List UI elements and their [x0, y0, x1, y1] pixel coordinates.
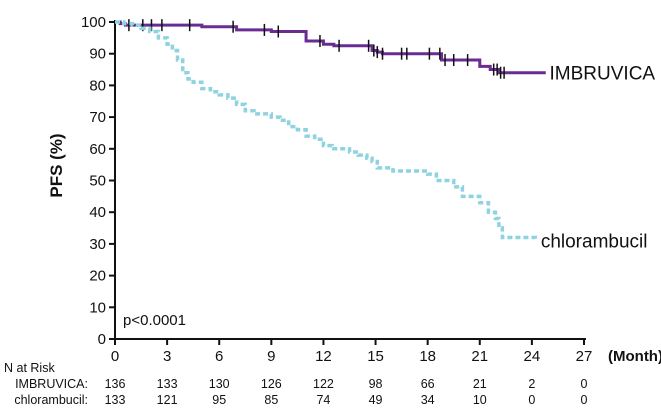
chart-labels: PFS (%) (Month) p<0.0001 IMBRUVICA chlor… — [47, 64, 661, 365]
series-label-chlorambucil: chlorambucil — [541, 232, 648, 253]
risk-value: 85 — [264, 393, 278, 407]
x-tick-label: 18 — [419, 348, 436, 365]
y-tick-label: 50 — [89, 173, 106, 190]
y-tick-label: 90 — [89, 46, 106, 63]
x-tick-label: 6 — [215, 348, 223, 365]
y-axis-label: PFS (%) — [47, 133, 66, 197]
y-tick-label: 30 — [89, 236, 106, 253]
risk-value: 130 — [209, 377, 230, 391]
p-value-annotation: p<0.0001 — [123, 312, 186, 329]
y-tick-label: 40 — [89, 204, 106, 221]
risk-value: 34 — [421, 393, 435, 407]
risk-value: 0 — [581, 377, 588, 391]
risk-value: 66 — [421, 377, 435, 391]
risk-table: N at Risk IMBRUVICA: 136 133 130 126 122 98 66 2… — [4, 361, 588, 407]
risk-value: 126 — [261, 377, 282, 391]
risk-value: 136 — [105, 377, 126, 391]
y-tick-label: 80 — [89, 77, 106, 94]
survival-curves — [115, 19, 546, 241]
y-tick-label: 100 — [81, 14, 106, 31]
y-tick-label: 0 — [98, 331, 106, 348]
risk-value: 21 — [473, 377, 487, 391]
axes: 0 10 20 30 40 50 60 70 80 90 100 0 3 6 9 12 15 18 21 24 27 — [81, 14, 592, 365]
x-tick-label: 15 — [367, 348, 384, 365]
x-tick-label: 3 — [163, 348, 171, 365]
y-tick-label: 70 — [89, 109, 106, 126]
risk-value: 10 — [473, 393, 487, 407]
risk-value: 0 — [528, 393, 535, 407]
series-label-imbruvica: IMBRUVICA — [550, 64, 656, 85]
risk-value: 133 — [157, 377, 178, 391]
risk-value: 95 — [212, 393, 226, 407]
risk-value: 133 — [105, 393, 126, 407]
x-tick-label: 12 — [315, 348, 332, 365]
risk-row-label: IMBRUVICA: — [15, 377, 88, 391]
risk-value: 49 — [369, 393, 383, 407]
risk-value: 98 — [369, 377, 383, 391]
series-line-imbruvica — [115, 20, 546, 75]
risk-value: 122 — [313, 377, 334, 391]
risk-value: 2 — [528, 377, 535, 391]
risk-value: 121 — [157, 393, 178, 407]
x-tick-label: 0 — [111, 348, 119, 365]
risk-value: 0 — [581, 393, 588, 407]
risk-value: 74 — [316, 393, 330, 407]
x-tick-label: 21 — [471, 348, 488, 365]
series-line-chlorambucil — [115, 20, 538, 241]
risk-table-title: N at Risk — [4, 361, 55, 375]
x-tick-label: 9 — [267, 348, 275, 365]
y-tick-label: 10 — [89, 299, 106, 316]
y-tick-label: 20 — [89, 268, 106, 285]
x-tick-label: 27 — [576, 348, 593, 365]
y-tick-label: 60 — [89, 141, 106, 158]
x-tick-label: 24 — [524, 348, 541, 365]
x-axis-label: (Month) — [608, 348, 661, 365]
risk-row-label: chlorambucil: — [14, 393, 88, 407]
